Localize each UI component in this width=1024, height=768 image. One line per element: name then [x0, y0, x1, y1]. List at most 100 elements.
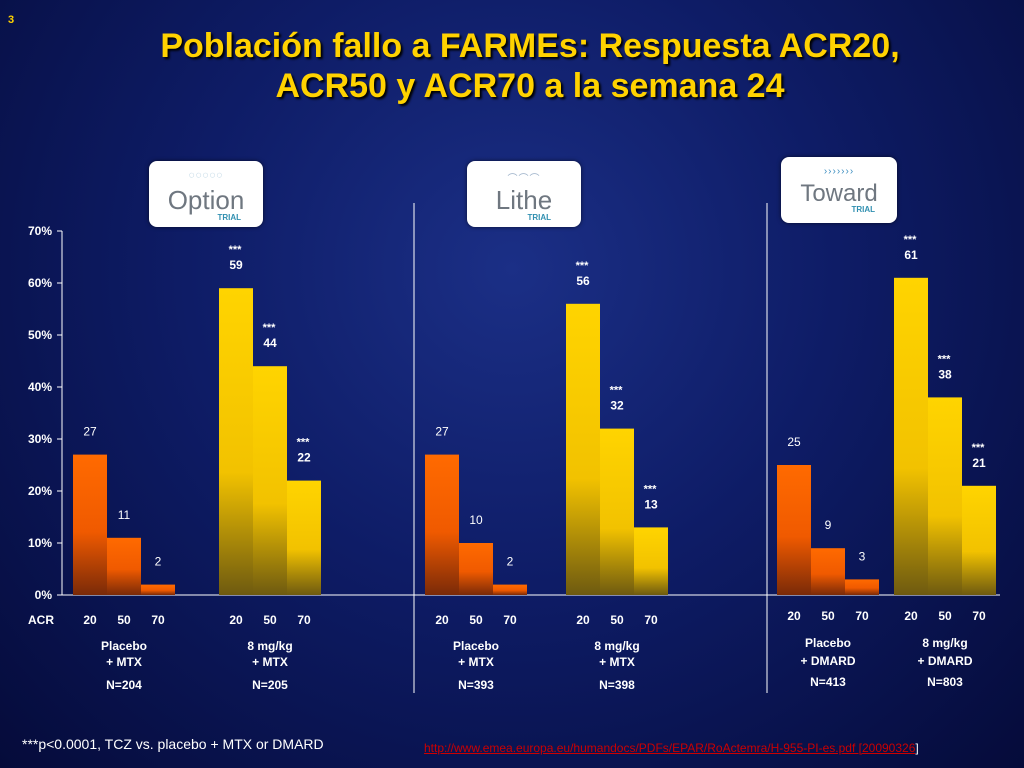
bar-value-label: 2 — [507, 555, 514, 569]
chevrons-icon: ››››››› — [823, 166, 855, 177]
y-tick-label: 20% — [28, 484, 52, 498]
bar-value-label: 22 — [297, 451, 311, 465]
bar-value-label: 56 — [576, 274, 590, 288]
toward-logo-name: Toward — [800, 180, 878, 207]
bar — [777, 465, 811, 595]
group-label-line2: + DMARD — [917, 654, 972, 668]
x-category-label: 20 — [229, 613, 243, 627]
x-category-label: 50 — [938, 609, 952, 623]
group-n-label: N=393 — [458, 678, 494, 692]
y-tick-label: 10% — [28, 536, 52, 550]
significance-marker: *** — [297, 437, 311, 449]
x-category-label: 70 — [151, 613, 165, 627]
x-category-label: 50 — [117, 613, 131, 627]
arc-icon: ⌒⌒⌒ — [507, 174, 541, 185]
bar-value-label: 3 — [859, 549, 866, 563]
bar-value-label: 38 — [938, 367, 952, 381]
x-category-label: 20 — [904, 609, 918, 623]
x-category-label: 70 — [503, 613, 517, 627]
title-line-2: ACR50 y ACR70 a la semana 24 — [275, 67, 785, 105]
y-tick-label: 50% — [28, 328, 52, 342]
group-label-line2: + MTX — [106, 655, 142, 669]
source-reference: http://www.emea.europa.eu/humandocs/PDFs… — [424, 741, 919, 755]
bar-value-label: 13 — [644, 497, 658, 511]
significance-marker: *** — [263, 322, 277, 334]
title-line-1: Población fallo a FARMEs: Respuesta ACR2… — [160, 27, 900, 65]
bar-value-label: 27 — [83, 425, 97, 439]
x-category-label: 70 — [972, 609, 986, 623]
bar — [425, 454, 459, 595]
x-category-label: 50 — [610, 613, 624, 627]
group-label-line1: Placebo — [101, 639, 147, 653]
bar — [141, 584, 175, 595]
option-logo-sub: TRIAL — [217, 213, 241, 222]
bar — [928, 397, 962, 595]
group-label-line1: 8 mg/kg — [922, 636, 967, 650]
group-label-line2: + MTX — [458, 655, 494, 669]
group-n-label: N=205 — [252, 678, 288, 692]
bar — [811, 548, 845, 595]
x-category-label: 70 — [297, 613, 311, 627]
toward-trial-logo: ››››››› Toward TRIAL — [781, 157, 897, 223]
significance-marker: *** — [904, 234, 918, 246]
slide-title: Población fallo a FARMEs: Respuesta ACR2… — [60, 26, 1000, 106]
bar — [107, 537, 141, 595]
lithe-trial-logo: ⌒⌒⌒ Lithe TRIAL — [467, 161, 581, 227]
bar — [600, 428, 634, 595]
x-category-label: 50 — [821, 609, 835, 623]
significance-marker: *** — [644, 483, 658, 495]
bar — [894, 277, 928, 595]
significance-footnote: ***p<0.0001, TCZ vs. placebo + MTX or DM… — [22, 736, 324, 752]
bar — [962, 485, 996, 595]
group-label-line2: + DMARD — [800, 654, 855, 668]
group-label-line1: Placebo — [805, 636, 851, 650]
source-link[interactable]: http://www.emea.europa.eu/humandocs/PDFs… — [424, 741, 916, 755]
bar-value-label: 21 — [972, 456, 986, 470]
dots-icon: ◌◌◌◌◌ — [188, 170, 224, 181]
bar — [287, 480, 321, 595]
bar — [459, 543, 493, 595]
significance-marker: *** — [972, 442, 986, 454]
y-tick-label: 70% — [28, 224, 52, 238]
slide-number: 3 — [8, 14, 15, 26]
lithe-logo-name: Lithe — [495, 185, 553, 215]
bar-value-label: 32 — [610, 399, 624, 413]
x-category-label: 20 — [787, 609, 801, 623]
group-label-line2: + MTX — [252, 655, 288, 669]
option-logo-name: Option — [167, 185, 245, 215]
group-n-label: N=413 — [810, 675, 846, 689]
significance-marker: *** — [610, 385, 624, 397]
bar-value-label: 44 — [263, 336, 277, 350]
y-tick-label: 40% — [28, 380, 52, 394]
x-axis-prefix: ACR — [28, 613, 54, 627]
bar-value-label: 2 — [155, 555, 162, 569]
x-category-label: 70 — [644, 613, 658, 627]
bar — [493, 584, 527, 595]
bar-value-label: 10 — [469, 513, 483, 527]
group-label-line2: + MTX — [599, 655, 635, 669]
toward-logo-sub: TRIAL — [851, 205, 875, 214]
bar-value-label: 11 — [118, 508, 131, 522]
option-trial-logo: ◌◌◌◌◌ Option TRIAL — [149, 161, 263, 227]
bar — [253, 366, 287, 595]
significance-marker: *** — [576, 260, 590, 272]
bar — [845, 579, 879, 595]
bar-value-label: 59 — [229, 258, 243, 272]
bar-value-label: 25 — [787, 435, 801, 449]
bar-value-label: 61 — [904, 248, 918, 262]
y-tick-label: 0% — [35, 588, 53, 602]
x-category-label: 70 — [855, 609, 869, 623]
bar — [634, 527, 668, 595]
x-category-label: 20 — [435, 613, 449, 627]
group-label-line1: Placebo — [453, 639, 499, 653]
x-category-label: 50 — [469, 613, 483, 627]
x-category-label: 50 — [263, 613, 277, 627]
significance-marker: *** — [229, 244, 243, 256]
group-n-label: N=204 — [106, 678, 142, 692]
group-label-line1: 8 mg/kg — [594, 639, 639, 653]
lithe-logo-sub: TRIAL — [527, 213, 551, 222]
bar — [219, 288, 253, 595]
bar-value-label: 27 — [435, 425, 449, 439]
group-n-label: N=398 — [599, 678, 635, 692]
